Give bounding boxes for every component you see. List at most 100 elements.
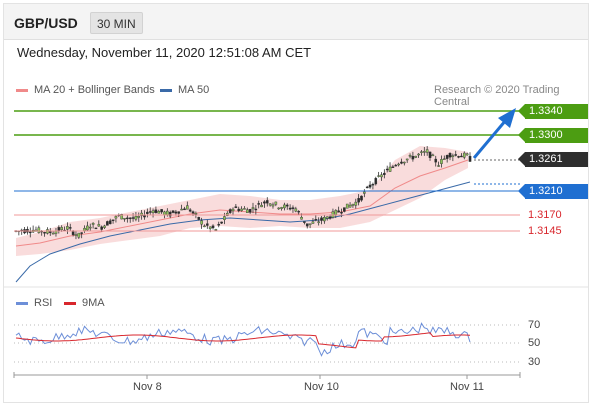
- rsi-swatch-icon: [16, 301, 28, 305]
- candle-body: [237, 208, 241, 212]
- candle-body: [71, 231, 75, 235]
- candle-body: [48, 231, 52, 233]
- candle-body: [425, 149, 429, 153]
- research-credit: Research © 2020 Trading Central: [434, 84, 560, 108]
- candle-body: [206, 223, 209, 226]
- level-tag-1.3210: 1.3210: [518, 184, 588, 199]
- candle-body: [328, 216, 332, 219]
- level-label-1.3170: 1.3170: [528, 209, 562, 221]
- candle-body: [60, 227, 63, 230]
- candle-body: [248, 209, 252, 213]
- candle-body: [86, 225, 89, 231]
- candle-body: [240, 208, 243, 211]
- candle-body: [308, 223, 312, 225]
- candle-body: [303, 221, 306, 223]
- rsi-tick-70: 70: [528, 319, 541, 331]
- candle-body: [188, 209, 192, 212]
- candle-body: [368, 184, 372, 188]
- candle-body: [363, 191, 366, 194]
- candle-body: [460, 155, 463, 158]
- candle-body: [340, 211, 343, 214]
- level-tag-1.3340: 1.3340: [518, 104, 588, 119]
- ma9-swatch-icon: [64, 301, 76, 305]
- candle-body: [428, 151, 432, 158]
- candle-body: [383, 172, 386, 175]
- candle-body: [323, 217, 326, 222]
- candle-body: [194, 213, 198, 215]
- candle-body: [385, 168, 389, 171]
- candle-body: [180, 208, 183, 211]
- candle-body: [214, 229, 218, 231]
- candle-body: [68, 227, 72, 229]
- candle-body: [28, 231, 32, 234]
- candle-body: [468, 155, 472, 162]
- legend-9ma-label: 9MA: [82, 297, 105, 309]
- candle-body: [265, 200, 269, 204]
- timeframe-button[interactable]: 30 MIN: [90, 12, 143, 34]
- candle-body: [126, 217, 129, 220]
- candle-body: [217, 224, 221, 226]
- candle-body: [403, 161, 406, 164]
- candle-body: [365, 186, 369, 189]
- legend-ma20-label: MA 20 + Bollinger Bands: [34, 84, 155, 96]
- candle-body: [440, 159, 443, 164]
- candle-body: [314, 219, 318, 221]
- candle-body: [134, 215, 138, 220]
- legend-ma20-bollinger: MA 20 + Bollinger Bands: [16, 84, 155, 96]
- currency-pair-title: GBP/USD: [14, 15, 78, 31]
- candle-body: [271, 204, 275, 207]
- candle-body: [420, 151, 423, 153]
- candle-body: [106, 221, 109, 226]
- candle-body: [74, 234, 78, 236]
- candle-body: [43, 232, 46, 234]
- candle-body: [88, 226, 92, 229]
- candle-body: [288, 207, 292, 210]
- candle-body: [123, 217, 126, 220]
- candle-body: [131, 217, 135, 219]
- rsi-tick-50: 50: [528, 337, 541, 349]
- candle-body: [263, 201, 266, 204]
- forecast-arrow: [472, 119, 508, 159]
- candle-body: [186, 205, 189, 210]
- candle-body: [251, 207, 255, 210]
- rsi-tick-30: 30: [528, 356, 541, 368]
- candle-body: [197, 216, 201, 220]
- candle-body: [108, 220, 112, 225]
- candle-body: [254, 208, 258, 211]
- candle-body: [225, 213, 229, 216]
- candle-body: [357, 198, 360, 203]
- candle-body: [465, 153, 469, 156]
- candle-body: [168, 212, 172, 217]
- ma50-swatch-icon: [160, 88, 172, 92]
- candle-body: [280, 207, 283, 209]
- candle-body: [171, 210, 175, 213]
- candle-body: [377, 175, 380, 177]
- candle-body: [220, 221, 223, 224]
- candle-body: [54, 231, 58, 234]
- candle-body: [154, 209, 158, 213]
- candle-body: [354, 201, 358, 206]
- candle-body: [146, 211, 149, 214]
- candle-body: [443, 158, 446, 160]
- candle-body: [417, 153, 420, 156]
- candle-body: [351, 203, 355, 206]
- candle-body: [291, 207, 295, 209]
- candle-body: [371, 183, 375, 186]
- candle-body: [97, 224, 101, 227]
- last-price-tag: 1.3261: [518, 152, 588, 167]
- candle-body: [114, 216, 118, 219]
- candle-body: [245, 209, 249, 213]
- ma20-swatch-icon: [16, 88, 28, 92]
- candle-body: [454, 154, 458, 156]
- x-tick-nov-11: Nov 11: [450, 381, 485, 393]
- rsi-line: [15, 322, 471, 357]
- candle-body: [337, 210, 340, 213]
- candle-body: [305, 223, 309, 227]
- candle-body: [360, 195, 363, 201]
- chart-widget: [3, 3, 589, 403]
- candle-body: [231, 208, 235, 212]
- level-label-1.3145: 1.3145: [528, 225, 562, 237]
- candle-body: [462, 152, 466, 158]
- candle-body: [388, 166, 392, 172]
